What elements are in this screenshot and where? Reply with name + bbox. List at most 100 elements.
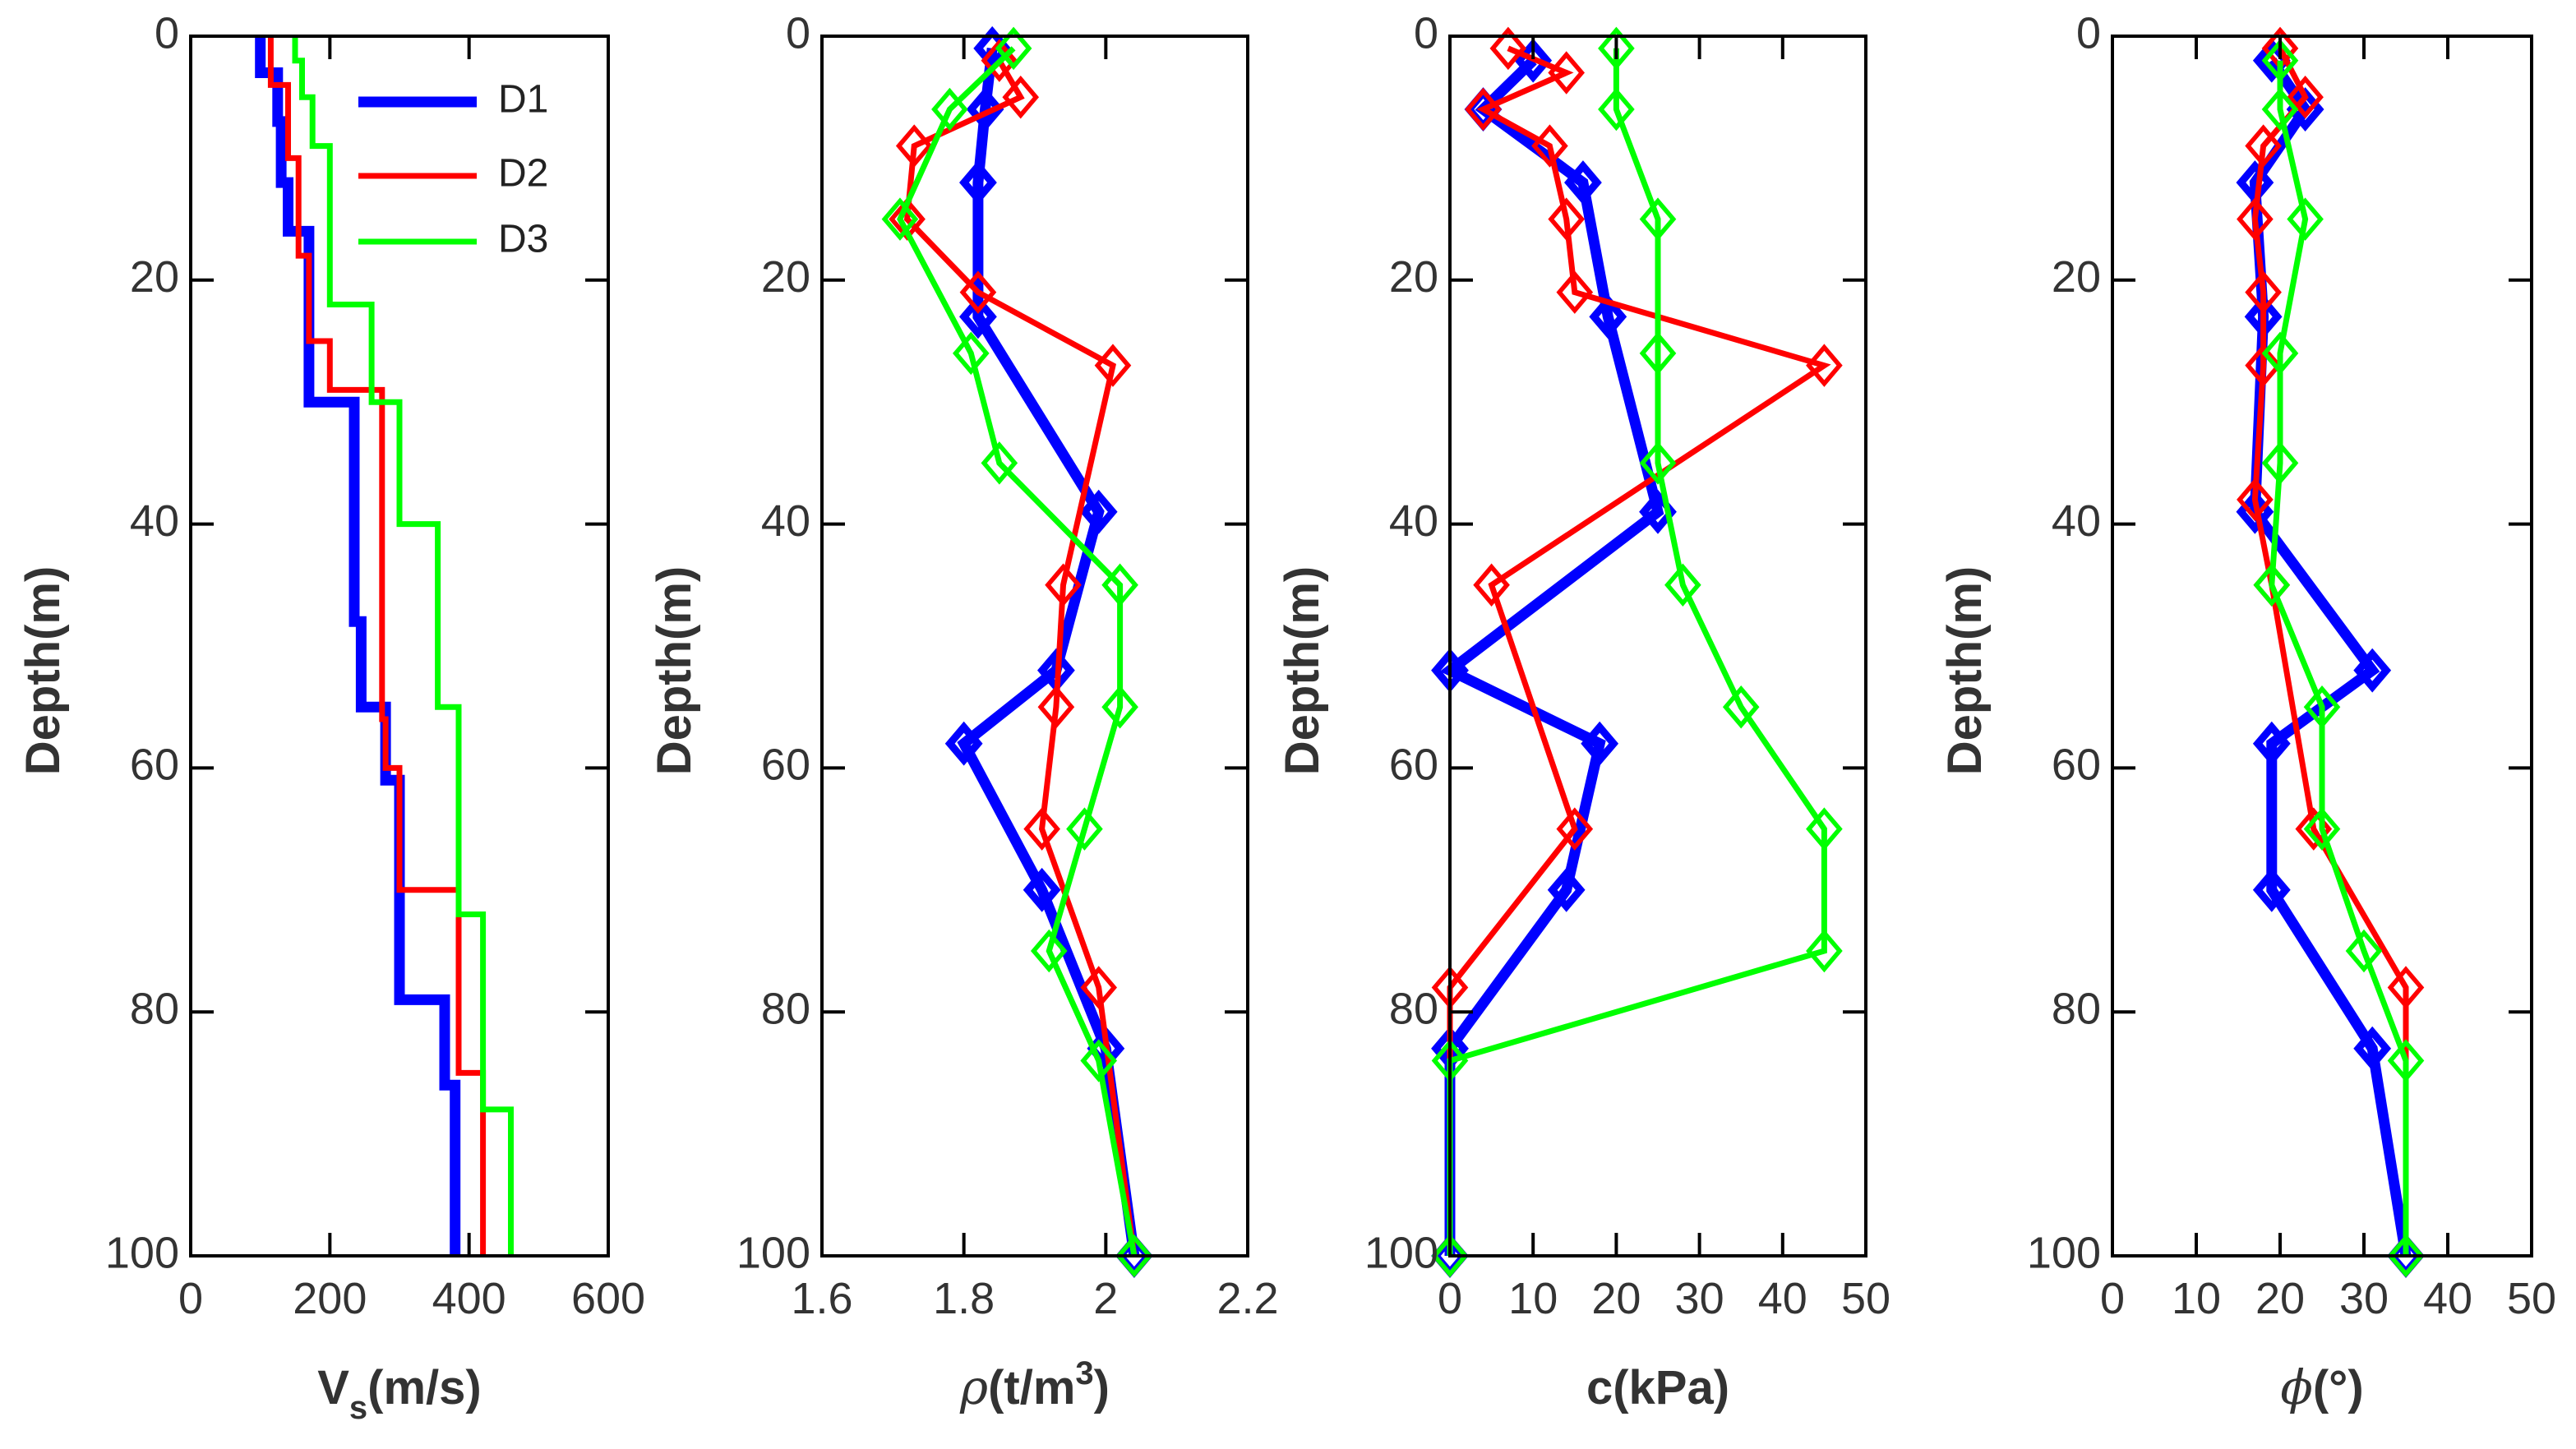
y-tick-label: 60 (2052, 741, 2101, 790)
data-point-d2-5 (959, 270, 997, 314)
data-point-d1-3 (959, 160, 997, 205)
axes-box (189, 35, 610, 1257)
series-line-d1 (255, 36, 461, 1256)
y-tick-label: 0 (155, 8, 179, 58)
legend: D1 D2 D3 (358, 78, 548, 261)
data-point-d3-1 (2261, 39, 2299, 82)
y-tick-label: 100 (1364, 1228, 1438, 1277)
x-tick-label: 2 (1093, 1274, 1118, 1323)
x-axis-label: Vs(m/s) (317, 1361, 482, 1426)
series-line-d2 (2251, 47, 2409, 1256)
y-axis-label: Depth(m) (1938, 566, 1992, 776)
data-point-d1-7 (944, 721, 983, 766)
data-point-d1-6 (2353, 648, 2392, 693)
x-label-unit: (m/s) (367, 1361, 482, 1414)
data-point-d2-3 (2245, 124, 2282, 168)
data-point-d3-4 (2261, 331, 2299, 376)
y-tick-label: 60 (761, 741, 810, 790)
data-point-d3-11 (1431, 1234, 1469, 1278)
data-point-d2-9 (1023, 807, 1060, 851)
data-point-d2-10 (2387, 966, 2425, 1009)
data-point-d3-3 (881, 197, 919, 241)
y-tick-label: 0 (2076, 8, 2101, 58)
data-point-d2-4 (2237, 197, 2274, 241)
data-point-d1-7 (1581, 721, 1619, 766)
data-point-d2-6 (2245, 344, 2282, 387)
data-point-d3-5 (2261, 441, 2299, 485)
x-label-sup: 3 (1075, 1355, 1093, 1391)
y-tick-label: 100 (105, 1228, 179, 1277)
data-point-d2-7 (1045, 563, 1082, 607)
y-tick-label: 60 (130, 741, 179, 790)
data-point-d1-4 (959, 294, 997, 339)
x-tick-label: 0 (178, 1274, 203, 1323)
data-point-d3-4 (952, 331, 990, 376)
data-point-d3-9 (1030, 929, 1068, 973)
data-point-d3-1 (1598, 26, 1635, 71)
x-label-main: ρ (959, 1359, 988, 1415)
data-point-d3-9 (2345, 929, 2383, 973)
data-point-d2-1 (1489, 26, 1527, 71)
x-tick-label: 1.6 (791, 1274, 852, 1323)
axes-box (2111, 35, 2533, 1257)
data-point-d3-8 (1806, 807, 1843, 851)
data-point-d2-4 (1531, 124, 1568, 168)
data-point-d3-8 (2303, 807, 2341, 851)
axes-box (820, 35, 1249, 1257)
y-tick-label: 40 (761, 496, 810, 546)
data-point-d3-11 (1115, 1234, 1153, 1278)
data-point-d3-2 (1598, 87, 1635, 132)
data-point-d3-7 (1722, 685, 1760, 729)
data-point-d3-6 (2253, 563, 2291, 607)
data-point-d1-5 (1079, 489, 1118, 534)
data-point-d3-2 (2261, 87, 2299, 132)
x-label-main: c(kPa) (1586, 1361, 1729, 1414)
series-line-d3 (292, 36, 514, 1256)
data-point-d1-8 (1547, 867, 1586, 912)
y-tick-label: 0 (1414, 8, 1438, 58)
data-point-d2-9 (1556, 807, 1594, 851)
x-tick-label: 40 (1758, 1274, 1807, 1323)
x-tick-label: 200 (293, 1274, 367, 1323)
y-tick-label: 20 (2052, 252, 2101, 302)
data-point-d2-5 (2245, 270, 2282, 314)
y-tick-label: 100 (2027, 1228, 2101, 1277)
data-point-d3-10 (1080, 1039, 1118, 1082)
x-tick-label: 20 (1591, 1274, 1641, 1323)
x-tick-label: 2.2 (1216, 1274, 1278, 1323)
data-point-d1-9 (2353, 1026, 2392, 1071)
y-axis-label: Depth(m) (16, 566, 70, 776)
data-point-d3-7 (1101, 685, 1138, 729)
x-axis-label: ρ(t/m3) (959, 1355, 1110, 1415)
x-label-close: ) (1094, 1361, 1110, 1414)
data-point-d3-3 (1639, 197, 1677, 241)
y-tick-label: 40 (130, 496, 179, 546)
x-tick-label: 50 (1841, 1274, 1890, 1323)
x-tick-label: 30 (2339, 1274, 2389, 1323)
y-tick-label: 80 (2052, 984, 2101, 1033)
data-point-d1-2 (966, 87, 1004, 132)
data-point-d3-2 (931, 87, 968, 132)
data-point-d3-7 (2303, 685, 2341, 729)
series-line-d1 (957, 48, 1140, 1257)
data-point-d3-8 (1066, 807, 1103, 851)
x-label-main: ϕ (2280, 1359, 2313, 1415)
series-line-d2 (1447, 45, 1831, 1256)
data-point-d2-8 (1473, 563, 1510, 607)
data-point-d3-5 (981, 441, 1018, 485)
x-tick-label: 400 (432, 1274, 506, 1323)
series-line-d2 (267, 36, 487, 1256)
data-point-d2-6 (1094, 344, 1132, 387)
y-tick-label: 60 (1389, 741, 1438, 790)
data-point-d2-2 (2287, 75, 2324, 119)
x-label-sub: s (349, 1390, 367, 1426)
y-tick-label: 80 (761, 984, 810, 1033)
x-tick-label: 50 (2507, 1274, 2556, 1323)
x-tick-label: 10 (2172, 1274, 2221, 1323)
data-point-d3-6 (1664, 563, 1701, 607)
